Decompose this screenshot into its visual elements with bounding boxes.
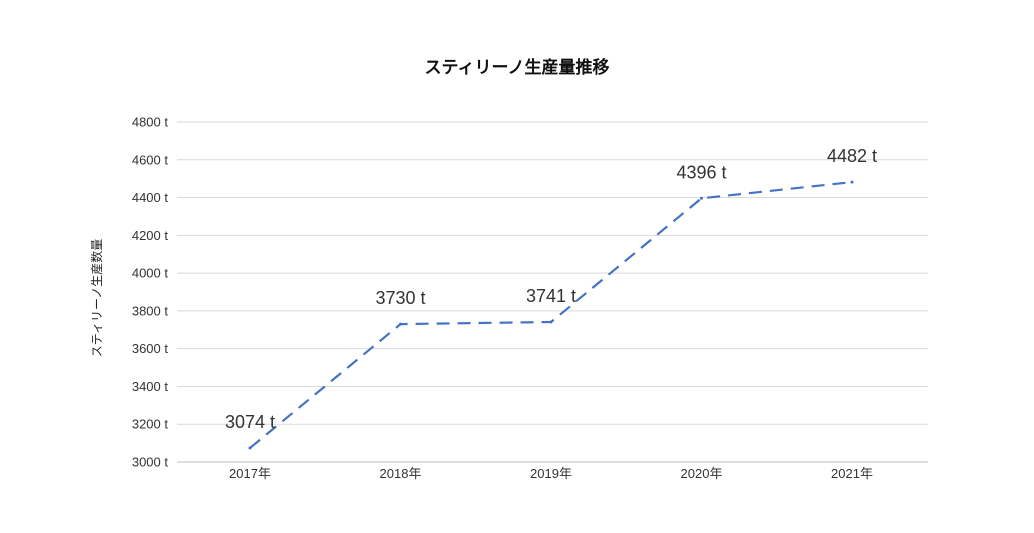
x-tick-label: 2021年 [831, 466, 873, 481]
gridlines [177, 121, 928, 463]
x-tick-label: 2020年 [681, 466, 723, 481]
y-tick-label: 3200 t [132, 417, 169, 432]
data-point [850, 180, 854, 184]
series-line-group [248, 180, 854, 450]
y-tick-label: 3800 t [132, 303, 169, 318]
data-labels: 3074 t 3730 t 3741 t 4396 t 4482 t [225, 146, 877, 432]
y-axis-title: スティリーノ生産数量 [89, 239, 104, 358]
y-axis-ticks: 3000 t 3200 t 3400 t 3600 t 3800 t 4000 t 4200… [132, 115, 169, 470]
x-tick-label: 2019年 [530, 466, 572, 481]
data-label: 4396 t [676, 162, 726, 182]
y-tick-label: 4000 t [132, 266, 169, 281]
data-point [399, 322, 402, 326]
data-point [248, 446, 252, 450]
data-label: 4482 t [827, 146, 877, 166]
x-axis-ticks: 2017年 2018年 2019年 2020年 2021年 [229, 466, 873, 481]
x-tick-label: 2017年 [229, 466, 271, 481]
data-label: 3741 t [526, 286, 576, 306]
y-tick-label: 3600 t [132, 341, 169, 356]
y-tick-label: 4600 t [132, 152, 169, 167]
y-tick-label: 4400 t [132, 190, 169, 205]
y-tick-label: 3000 t [132, 455, 169, 470]
data-point [549, 320, 553, 324]
chart-title: スティリーノ生産量推移 [425, 57, 610, 78]
x-tick-label: 2018年 [380, 466, 422, 481]
y-tick-label: 4800 t [132, 115, 169, 130]
y-tick-label: 3400 t [132, 379, 169, 394]
y-tick-label: 4200 t [132, 228, 169, 243]
data-point [700, 196, 703, 200]
series-line [249, 181, 853, 449]
data-label: 3074 t [225, 412, 275, 432]
data-label: 3730 t [375, 288, 425, 308]
